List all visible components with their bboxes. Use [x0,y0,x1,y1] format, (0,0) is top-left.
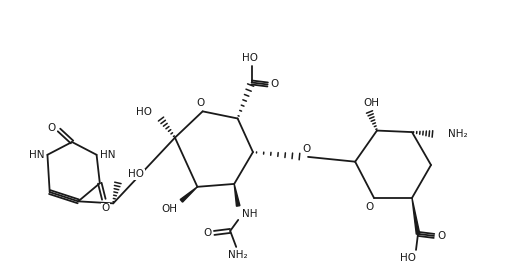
Text: O: O [365,202,373,212]
Text: HO: HO [241,53,258,63]
Text: O: O [48,123,56,133]
Text: HN: HN [29,150,44,160]
Polygon shape [234,184,240,206]
Text: HO: HO [128,169,144,179]
Text: O: O [102,203,110,213]
Text: OH: OH [363,97,379,107]
Text: HN: HN [99,150,115,160]
Text: O: O [197,98,205,108]
Text: O: O [203,228,211,238]
Text: NH₂: NH₂ [448,129,468,139]
Text: O: O [302,144,310,154]
Text: HO: HO [400,253,416,263]
Text: NH₂: NH₂ [228,250,248,260]
Text: O: O [437,231,445,241]
Text: OH: OH [161,204,177,214]
Text: HO: HO [136,107,152,117]
Polygon shape [180,187,197,202]
Polygon shape [412,198,420,234]
Text: O: O [270,79,279,89]
Text: NH: NH [242,209,258,219]
